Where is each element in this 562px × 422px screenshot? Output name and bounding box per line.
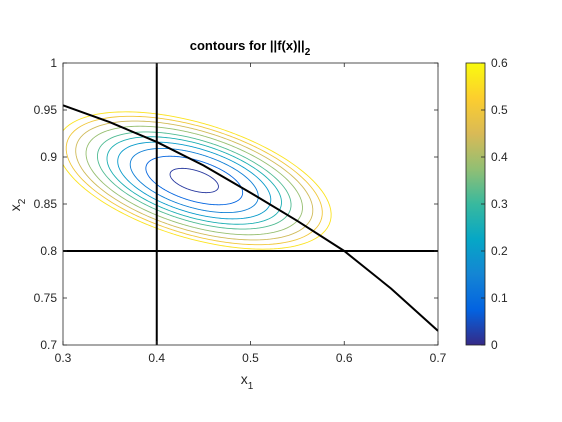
x-axis-label: x1 <box>241 371 254 392</box>
contour-level <box>75 120 314 241</box>
reference-lines <box>63 63 438 345</box>
contour-lines <box>63 111 332 250</box>
x-tick-label: 0.5 <box>242 351 259 365</box>
contour-level <box>63 111 332 250</box>
curve-line <box>63 104 438 332</box>
colorbar-tick-label: 0.1 <box>491 291 508 305</box>
x-tick-label: 0.6 <box>336 351 353 365</box>
colorbar-tick-label: 0.6 <box>491 56 508 70</box>
contour-level <box>145 155 244 206</box>
contour-level <box>117 141 272 220</box>
chart-title: contours for ||f(x)||2 <box>190 38 311 58</box>
y-axis-ticks: 0.7 0.75 0.8 0.85 0.9 0.95 1 <box>34 56 438 352</box>
contour-level <box>106 136 282 225</box>
y-tick-label: 1 <box>50 56 57 70</box>
colorbar-tick-label: 0.3 <box>491 197 508 211</box>
colorbar-tick-label: 0 <box>491 338 498 352</box>
x-tick-label: 0.7 <box>430 351 447 365</box>
contour-level <box>85 125 303 236</box>
x-tick-label: 0.3 <box>55 351 72 365</box>
colorbar-tick-label: 0.4 <box>491 150 508 164</box>
contour-level <box>65 115 323 246</box>
contour-level <box>169 167 219 194</box>
y-tick-label: 0.9 <box>40 150 57 164</box>
y-tick-label: 0.8 <box>40 244 57 258</box>
x-axis-ticks: 0.3 0.4 0.5 0.6 0.7 <box>55 63 447 365</box>
y-tick-label: 0.7 <box>40 338 57 352</box>
x-tick-label: 0.4 <box>148 351 165 365</box>
y-tick-label: 0.85 <box>34 197 58 211</box>
colorbar-tick-label: 0.2 <box>491 244 508 258</box>
contour-level <box>129 147 259 214</box>
contour-level <box>96 131 292 230</box>
plot-area <box>63 63 438 345</box>
y-axis-label: x2 <box>7 198 28 211</box>
colorbar-tick-label: 0.5 <box>491 103 508 117</box>
y-tick-label: 0.95 <box>34 103 58 117</box>
y-tick-label: 0.75 <box>34 291 58 305</box>
colorbar-ticks: 0 0.1 0.2 0.3 0.4 0.5 0.6 <box>481 56 508 352</box>
